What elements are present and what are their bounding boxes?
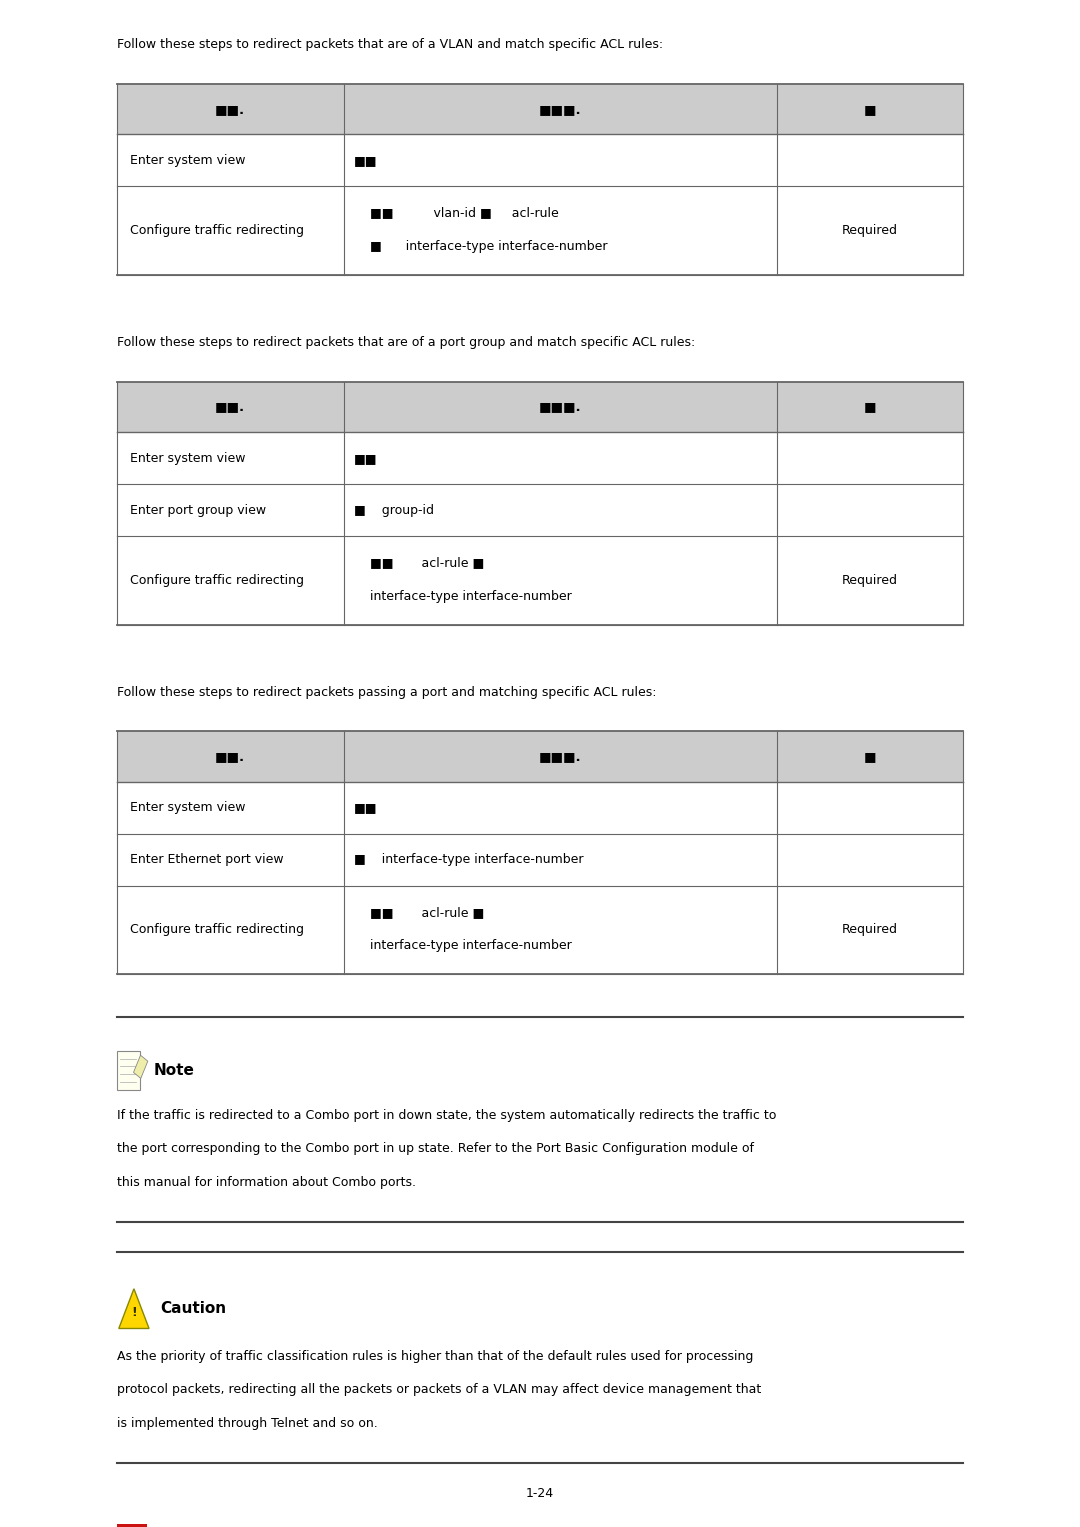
Text: interface-type interface-number: interface-type interface-number xyxy=(354,939,572,953)
Text: Follow these steps to redirect packets that are of a VLAN and match specific ACL: Follow these steps to redirect packets t… xyxy=(117,38,663,52)
Text: ■■: ■■ xyxy=(354,452,378,464)
Text: Follow these steps to redirect packets that are of a port group and match specif: Follow these steps to redirect packets t… xyxy=(117,336,694,350)
Text: ■■: ■■ xyxy=(354,802,378,814)
Polygon shape xyxy=(119,1289,149,1328)
Bar xyxy=(117,886,963,974)
Bar xyxy=(117,834,963,886)
Text: ■■■.: ■■■. xyxy=(539,400,582,414)
Text: ■■          vlan-id ■     acl-rule: ■■ vlan-id ■ acl-rule xyxy=(354,206,559,220)
Bar xyxy=(134,1055,148,1078)
Text: ■■.: ■■. xyxy=(215,400,245,414)
Text: is implemented through Telnet and so on.: is implemented through Telnet and so on. xyxy=(117,1417,377,1431)
Text: Enter system view: Enter system view xyxy=(130,802,245,814)
Bar xyxy=(117,782,963,834)
Bar xyxy=(117,186,963,275)
Bar xyxy=(117,1051,139,1090)
Text: ■    interface-type interface-number: ■ interface-type interface-number xyxy=(354,854,584,866)
Bar xyxy=(117,84,963,134)
Text: Enter system view: Enter system view xyxy=(130,452,245,464)
Text: Follow these steps to redirect packets passing a port and matching specific ACL : Follow these steps to redirect packets p… xyxy=(117,686,657,699)
Text: ■■       acl-rule ■: ■■ acl-rule ■ xyxy=(354,556,485,570)
Bar xyxy=(117,382,963,432)
Text: 1-24: 1-24 xyxy=(526,1487,554,1500)
Text: ■    group-id: ■ group-id xyxy=(354,504,434,516)
Text: ■■.: ■■. xyxy=(215,102,245,116)
Text: ■: ■ xyxy=(864,400,877,414)
Text: Required: Required xyxy=(842,924,899,936)
Text: ■: ■ xyxy=(864,750,877,764)
Text: Enter system view: Enter system view xyxy=(130,154,245,166)
Text: If the traffic is redirected to a Combo port in down state, the system automatic: If the traffic is redirected to a Combo … xyxy=(117,1109,777,1122)
Text: the port corresponding to the Combo port in up state. Refer to the Port Basic Co: the port corresponding to the Combo port… xyxy=(117,1142,754,1156)
Text: ■■■.: ■■■. xyxy=(539,750,582,764)
Text: !: ! xyxy=(131,1306,137,1319)
Text: protocol packets, redirecting all the packets or packets of a VLAN may affect de: protocol packets, redirecting all the pa… xyxy=(117,1383,761,1397)
Text: ■■■.: ■■■. xyxy=(539,102,582,116)
Text: ■: ■ xyxy=(864,102,877,116)
Text: As the priority of traffic classification rules is higher than that of the defau: As the priority of traffic classificatio… xyxy=(117,1350,753,1364)
Bar xyxy=(117,484,963,536)
Text: Enter Ethernet port view: Enter Ethernet port view xyxy=(130,854,283,866)
Text: Required: Required xyxy=(842,574,899,586)
Text: Enter port group view: Enter port group view xyxy=(130,504,266,516)
Text: this manual for information about Combo ports.: this manual for information about Combo … xyxy=(117,1176,416,1190)
Text: Configure traffic redirecting: Configure traffic redirecting xyxy=(130,224,303,237)
Text: Configure traffic redirecting: Configure traffic redirecting xyxy=(130,574,303,586)
Text: Note: Note xyxy=(153,1063,194,1078)
Text: Configure traffic redirecting: Configure traffic redirecting xyxy=(130,924,303,936)
Text: ■■       acl-rule ■: ■■ acl-rule ■ xyxy=(354,906,485,919)
Text: ■■.: ■■. xyxy=(215,750,245,764)
Bar xyxy=(117,1524,147,1527)
Bar xyxy=(117,134,963,186)
Bar xyxy=(117,731,963,782)
Text: ■■: ■■ xyxy=(354,154,378,166)
Bar xyxy=(117,536,963,625)
Text: Required: Required xyxy=(842,224,899,237)
Text: Caution: Caution xyxy=(160,1301,226,1316)
Bar xyxy=(117,432,963,484)
Text: ■      interface-type interface-number: ■ interface-type interface-number xyxy=(354,240,608,253)
Text: interface-type interface-number: interface-type interface-number xyxy=(354,589,572,603)
